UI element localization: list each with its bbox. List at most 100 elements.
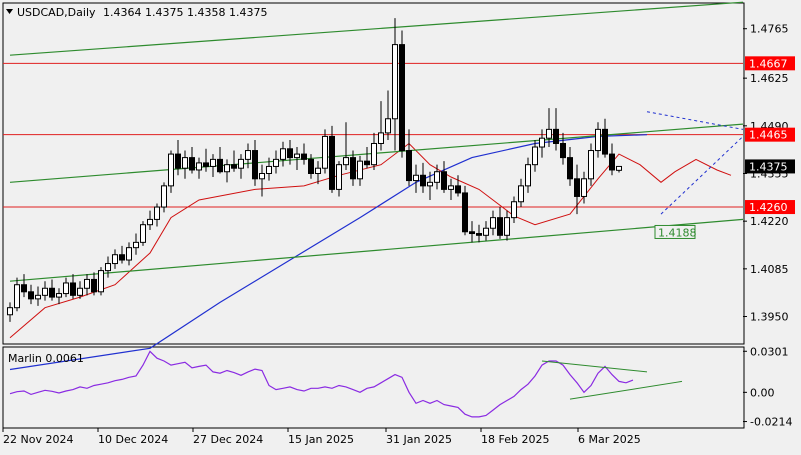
candle <box>567 147 573 186</box>
candle-body <box>322 135 328 169</box>
candle-body <box>462 192 468 233</box>
candle-body <box>273 158 279 167</box>
indicator-label: Marlin 0.0061 <box>8 352 84 365</box>
candle-body <box>63 282 69 295</box>
candle-body <box>588 150 594 180</box>
candle-body <box>476 233 482 236</box>
time-tick-label: 18 Feb 2025 <box>481 433 549 446</box>
candle-body <box>175 153 181 169</box>
candle <box>511 196 517 223</box>
candle-body <box>525 164 531 187</box>
candle-body <box>350 157 356 180</box>
candle <box>413 164 419 193</box>
triangle-upper-line <box>646 111 744 130</box>
candle <box>420 162 426 193</box>
candle-body <box>245 150 251 160</box>
marlin-tick-label: 0.00 <box>750 386 775 399</box>
candle <box>343 122 349 170</box>
level-labels-layer: 1.4667 1.4465 1.4260 1.4375 1.4188 <box>654 56 795 239</box>
candle-body <box>189 157 195 171</box>
moving-average-blue <box>9 134 648 371</box>
channel-label-box <box>654 224 696 239</box>
candle <box>56 288 62 305</box>
candle-body <box>574 178 580 197</box>
candle-body <box>126 247 132 261</box>
price-tick-label: 1.3950 <box>750 311 789 324</box>
candle-body <box>420 174 426 187</box>
candle <box>539 129 545 158</box>
candle-body <box>14 284 20 309</box>
marlin-guide-upper <box>541 360 648 373</box>
candle-body <box>385 118 391 134</box>
candle <box>189 147 195 174</box>
candle <box>273 150 279 174</box>
price-level-tag <box>745 127 795 142</box>
candle-body <box>609 153 615 171</box>
indicator-panel[interactable] <box>2 346 745 429</box>
candle <box>224 159 230 183</box>
candle-body <box>546 128 552 139</box>
candle <box>7 302 13 322</box>
candle-body <box>266 165 272 174</box>
candle <box>371 132 377 170</box>
candle-body <box>168 153 174 187</box>
candle <box>217 147 223 174</box>
time-axis[interactable]: 22 Nov 2024 10 Dec 2024 27 Dec 2024 15 Jan … <box>2 428 641 446</box>
candle <box>308 154 314 179</box>
candle-body <box>406 150 412 182</box>
price-level-tag <box>745 200 795 215</box>
candle <box>238 154 244 179</box>
current-price-tag <box>745 159 795 174</box>
candle-body <box>182 157 188 169</box>
candle-body <box>112 254 118 265</box>
candle-body <box>560 142 566 159</box>
candle <box>427 171 433 200</box>
candle <box>133 233 139 255</box>
candle-body <box>42 287 48 296</box>
candle-body <box>371 142 377 166</box>
candle-body <box>259 173 265 180</box>
price-axis[interactable]: 1.47651.46251.44901.43551.42201.40851.39… <box>743 23 789 324</box>
candle-body <box>364 160 370 166</box>
candle-body <box>315 167 321 174</box>
current-price-label: 1.4375 <box>749 160 788 173</box>
marlin-tick-label: 0.0301 <box>750 345 789 358</box>
candle-body <box>252 150 258 180</box>
candle-body <box>602 128 608 155</box>
price-level-label: 1.4667 <box>749 57 788 70</box>
symbol-dropdown-icon[interactable] <box>6 9 13 14</box>
candle-body <box>35 294 41 300</box>
candle <box>329 125 335 193</box>
candle <box>574 164 580 215</box>
candle-body <box>539 137 545 148</box>
candle-body <box>161 185 167 208</box>
candle <box>448 178 454 200</box>
candle-body <box>7 307 13 316</box>
candle <box>154 203 160 227</box>
candle <box>84 274 90 296</box>
candle <box>560 132 566 165</box>
candle-body <box>133 241 139 249</box>
candle <box>21 274 27 298</box>
candle-body <box>413 174 419 182</box>
candle-body <box>336 164 342 190</box>
candle-body <box>490 217 496 229</box>
candle-body <box>154 206 160 220</box>
candle-body <box>497 217 503 236</box>
candle <box>98 267 104 296</box>
candle-body <box>294 153 300 159</box>
ohlc-label: 1.4364 1.4375 1.4358 1.4375 <box>103 6 267 19</box>
candle-body <box>287 148 293 159</box>
price-tick-label: 1.4220 <box>750 215 789 228</box>
candle-body <box>105 263 111 272</box>
symbol-label: USDCAD,Daily <box>17 6 96 19</box>
candle-body <box>308 158 314 174</box>
candle <box>35 286 41 306</box>
channel-lower-line <box>9 218 744 282</box>
candle-body <box>504 217 510 236</box>
time-tick-label: 22 Nov 2024 <box>3 433 73 446</box>
candle <box>406 129 412 186</box>
candle-body <box>196 162 202 171</box>
